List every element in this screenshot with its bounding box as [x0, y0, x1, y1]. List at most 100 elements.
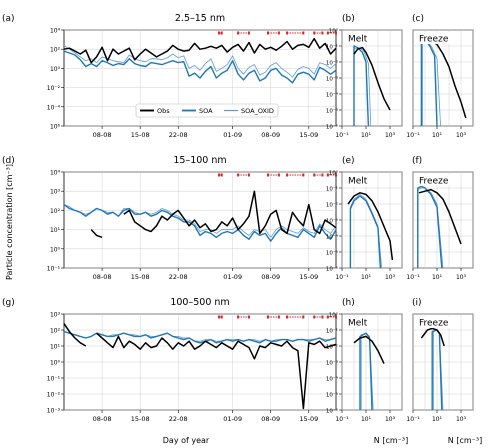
ytick-label: 10⁻² [326, 201, 338, 208]
panel-title-bg [345, 32, 374, 44]
sample-period-end [335, 173, 337, 177]
series-line-soa [417, 185, 443, 269]
xtick-label: 08-09 [261, 273, 280, 281]
xtick-label: 22-08 [169, 273, 188, 281]
ytick-label: 10⁻³ [326, 359, 338, 366]
sample-period-end [321, 173, 324, 177]
distribution-panel: 10⁻⁶ 10⁻⁵ 10⁻⁴ 10⁻³ 10⁻² 10⁻¹ 10⁰ 10⁻¹ 10¹ 10³ Mel… [326, 14, 403, 139]
xtick-label: 15-08 [131, 415, 150, 423]
series-line-obs [63, 323, 337, 410]
xtick-label: 10⁻¹ [406, 416, 420, 423]
sample-period-end [220, 173, 223, 177]
ytick-label: 10⁻³ [47, 408, 61, 415]
legend: Obs SOA SOA_OXID [135, 103, 279, 118]
series-line-obs [90, 190, 337, 239]
xtick-label: 15-09 [299, 415, 318, 423]
sample-period-end [321, 315, 324, 319]
ytick-label: 10⁻³ [326, 75, 338, 82]
ytick-label: 10⁻² [326, 343, 338, 350]
distribution-panel: 10⁻¹ 10¹ 10³ Freeze (f) [406, 156, 474, 281]
sample-period-end [220, 31, 223, 35]
xtick-label: 10³ [385, 132, 396, 139]
series-line-soa [359, 332, 373, 411]
xtick-label: 22-08 [169, 131, 188, 139]
sample-period-start [286, 173, 289, 177]
time-xlabel: Day of year [163, 436, 210, 445]
xtick-label: 10¹ [361, 416, 372, 423]
ytick-label: 10⁻⁶ [326, 407, 339, 414]
xtick-label: 10⁻¹ [335, 416, 349, 423]
ytick-label: 10² [50, 208, 61, 215]
sample-period-start [237, 173, 240, 177]
panel-label: (i) [412, 298, 422, 308]
xtick-label: 08-08 [93, 273, 112, 281]
ytick-label: 10⁻³ [326, 217, 338, 224]
sample-period-end [302, 315, 305, 319]
ytick-label: 10⁻¹ [47, 376, 61, 383]
ytick-label: 10⁰ [50, 66, 61, 73]
panel-title: Freeze [419, 177, 449, 187]
sample-period-end [335, 31, 337, 35]
ytick-label: 10⁴ [50, 28, 61, 35]
ytick-label: 10⁻¹ [326, 327, 338, 334]
legend-label-soa: SOA [199, 107, 213, 115]
series-line-soa [353, 45, 370, 127]
xtick-label: 15-08 [131, 131, 150, 139]
ytick-label: 10⁰ [329, 169, 339, 176]
ytick-label: 10⁻⁵ [326, 107, 338, 114]
series-line-soa [349, 195, 382, 269]
distribution-panel: 10⁻⁶ 10⁻⁵ 10⁻⁴ 10⁻³ 10⁻² 10⁻¹ 10⁰ 10⁻¹ 10¹ 10³ Mel… [326, 298, 403, 423]
sample-period-start [267, 315, 269, 319]
xtick-label: 10⁻¹ [406, 274, 420, 281]
xtick-label: 10³ [456, 274, 467, 281]
panel-title-bg [345, 174, 374, 186]
ytick-label: 10⁻² [47, 85, 61, 92]
sample-period-end [335, 315, 337, 319]
ytick-label: 10⁰ [50, 246, 61, 253]
ytick-label: 10⁻⁵ [326, 391, 338, 398]
ytick-label: 10⁰ [329, 27, 339, 34]
ytick-label: 10³ [50, 189, 61, 196]
sample-period-start [218, 31, 221, 35]
panel-label: (h) [342, 298, 355, 308]
ytick-label: 10⁻⁴ [326, 375, 339, 382]
sample-period-start [286, 31, 289, 35]
ytick-label: 10⁻² [326, 59, 338, 66]
ytick-label: 10⁻⁶ [326, 265, 339, 272]
ytick-label: 10⁰ [50, 360, 61, 367]
dist-xlabel-freeze: N [cm⁻³] [448, 436, 482, 445]
xtick-label: 22-08 [169, 415, 188, 423]
figure-ylabel: Particle concentration [cm⁻³] [5, 164, 14, 280]
xtick-label: 08-09 [261, 131, 280, 139]
sample-period-end [302, 31, 305, 35]
panel-title: 100–500 nm [170, 297, 229, 308]
panel-title: 2.5–15 nm [175, 13, 225, 24]
xtick-label: 10³ [385, 416, 396, 423]
xtick-label: 15-09 [299, 273, 318, 281]
ytick-label: 10⁴ [50, 170, 61, 177]
ytick-label: 10⁻¹ [326, 43, 338, 50]
sample-period-start [326, 31, 329, 35]
xtick-label: 01-09 [223, 273, 242, 281]
timeseries-panel: 10⁻³ 10⁻² 10⁻¹ 10⁰ 10¹ 10² 10³ 08-08 15-08 22-08 0… [2, 297, 337, 423]
xtick-label: 10⁻¹ [406, 132, 420, 139]
sample-period-start [313, 31, 316, 35]
series-line-soa_oxid [63, 45, 337, 78]
panel-label: (b) [342, 14, 355, 24]
xtick-label: 10⁻¹ [335, 132, 349, 139]
ytick-label: 10⁻¹ [47, 266, 61, 273]
panel-title: Freeze [419, 319, 449, 329]
ytick-label: 10⁻¹ [326, 185, 338, 192]
sample-period-start [313, 315, 316, 319]
panels: 10⁶ 10⁻⁴ 10⁻² 10⁰ 10² 10⁴ 08-08 15-08 22-08 01-09… [2, 13, 474, 423]
panel-label: (c) [412, 14, 424, 24]
panel-label: (a) [2, 14, 15, 24]
panel-title: Melt [348, 177, 368, 187]
sample-period-start [313, 173, 316, 177]
distribution-panel: 10⁻¹ 10¹ 10³ Freeze (i) [406, 298, 474, 423]
ytick-label: 10⁻⁴ [326, 233, 339, 240]
timeseries-panel: 10⁻¹ 10⁰ 10¹ 10² 10³ 10⁴ 08-08 15-08 22-08 01-09 0… [2, 155, 337, 281]
ytick-label: 10¹ [50, 227, 61, 234]
sample-period-start [326, 315, 329, 319]
